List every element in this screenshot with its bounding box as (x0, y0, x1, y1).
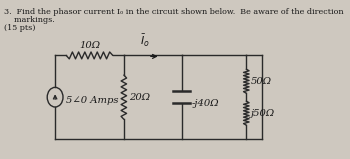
Text: $\bar{I}_o$: $\bar{I}_o$ (140, 33, 150, 48)
Text: (15 pts): (15 pts) (4, 24, 35, 32)
Text: 3.  Find the phasor current Iₒ in the circuit shown below.  Be aware of the dire: 3. Find the phasor current Iₒ in the cir… (4, 8, 343, 16)
Text: 20Ω: 20Ω (128, 93, 149, 102)
Text: 50Ω: 50Ω (251, 77, 272, 86)
Text: 10Ω: 10Ω (79, 41, 100, 50)
Text: 5∠0 Amps: 5∠0 Amps (66, 96, 119, 105)
Text: -j40Ω: -j40Ω (192, 99, 219, 108)
Text: markings.: markings. (4, 16, 55, 24)
Text: j50Ω: j50Ω (251, 109, 275, 118)
